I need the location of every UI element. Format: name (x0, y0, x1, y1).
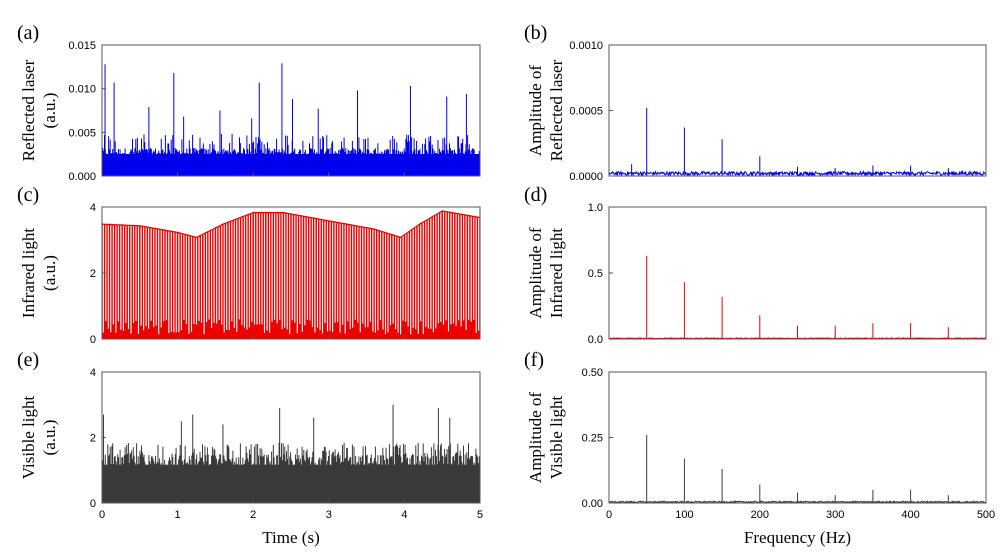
y-axis-label: Amplitude of Infrared light (526, 227, 566, 318)
y-axis-label-line: Amplitude of (526, 227, 545, 318)
ytick-label: 0.015 (68, 40, 96, 52)
x-axis-label: Frequency (Hz) (744, 528, 851, 547)
series-signal (102, 210, 480, 339)
signal-noise (608, 500, 986, 504)
ytick-label: 2 (90, 268, 96, 280)
xtick-label: 0 (606, 509, 612, 521)
y-axis-label: Visible light (a.u.) (19, 395, 59, 479)
y-axis-label: Infrared light (a.u.) (19, 228, 59, 318)
y-axis-label: Reflected laser (a.u.) (19, 59, 59, 161)
signal-floor (102, 335, 480, 339)
xtick-label: 300 (826, 509, 844, 521)
y-axis-label-line: Visible light (19, 395, 38, 479)
y-axis-label-line: Amplitude of (526, 392, 545, 483)
ytick-label: 0 (90, 334, 96, 346)
ytick-label: 2 (90, 433, 96, 445)
ytick-label: 0.0000 (569, 171, 603, 183)
ytick-label: 4 (90, 367, 96, 379)
xtick-label: 4 (401, 509, 407, 521)
y-axis-label: Amplitude of Visible light (526, 392, 566, 483)
ytick-label: 0.0 (588, 334, 603, 346)
y-axis-label-line: (a.u.) (40, 93, 59, 129)
ytick-label: 0.5 (588, 268, 603, 280)
panel-c: (c) 0 2 4 Infrared light (a.u.) (17, 184, 481, 346)
ytick-label: 0.005 (68, 127, 96, 139)
series-signal (608, 434, 986, 504)
xtick-label: 400 (901, 509, 919, 521)
plot-frame (608, 206, 987, 340)
panel-letter: (d) (524, 184, 547, 206)
panel-f: (f) 0.00 0.25 0.50 0 100 200 300 400 500 Amplitude… (524, 349, 995, 547)
xtick-label: 500 (977, 509, 995, 521)
ytick-label: 0.0010 (569, 40, 603, 52)
plot-frame (608, 371, 987, 504)
ytick-label: 4 (90, 202, 96, 214)
panel-letter: (e) (17, 349, 39, 371)
ytick-label: 1.0 (588, 202, 603, 214)
y-axis-label-line: (a.u.) (40, 255, 59, 291)
ytick-label: 0.0005 (569, 106, 603, 118)
ytick-label: 0.25 (582, 433, 603, 445)
signal-band (102, 153, 480, 176)
ytick-label: 0.50 (582, 367, 603, 379)
panel-e: (e) 0 2 4 0 1 2 3 4 5 Visible light (a.u.) Time (s) (17, 349, 483, 547)
y-axis-label: Amplitude of Reflected laser (526, 59, 566, 161)
panel-letter: (c) (17, 184, 39, 206)
signal-noise (608, 169, 986, 178)
series-signal (101, 63, 481, 176)
panel-letter: (b) (524, 22, 547, 44)
y-axis-label-line: Visible light (547, 395, 566, 479)
ytick-label: 0.000 (68, 171, 96, 183)
y-axis-label-line: Reflected laser (547, 59, 566, 161)
panel-letter: (f) (524, 349, 544, 371)
ytick-label: 0 (90, 498, 96, 510)
panel-d: (d) 0.0 0.5 1.0 Amplitude of Infrared light (524, 184, 987, 346)
xtick-label: 100 (675, 509, 693, 521)
panel-letter: (a) (17, 22, 39, 44)
series-signal (101, 404, 481, 503)
y-axis-label-line: Amplitude of (526, 65, 545, 156)
signal-gaps (102, 211, 480, 335)
ytick-label: 0.00 (582, 498, 603, 510)
xtick-label: 2 (250, 509, 256, 521)
x-axis-label: Time (s) (262, 528, 319, 547)
xtick-label: 0 (99, 509, 105, 521)
xtick-label: 1 (175, 509, 181, 521)
series-signal (608, 77, 986, 178)
plot-frame (608, 44, 987, 177)
y-axis-label-line: (a.u.) (40, 420, 59, 456)
plot-frame (101, 44, 481, 177)
y-axis-label-line: Reflected laser (19, 59, 38, 161)
xtick-label: 3 (326, 509, 332, 521)
xtick-label: 5 (477, 509, 483, 521)
panel-a: (a) 0.000 0.005 0.010 0.015 Reflected laser (a… (17, 22, 481, 183)
y-axis-label-line: Infrared light (547, 228, 566, 318)
signal-band (102, 464, 480, 503)
xtick-label: 200 (751, 509, 769, 521)
y-axis-label-line: Infrared light (19, 228, 38, 318)
ytick-label: 0.010 (68, 84, 96, 96)
series-signal (608, 240, 986, 340)
